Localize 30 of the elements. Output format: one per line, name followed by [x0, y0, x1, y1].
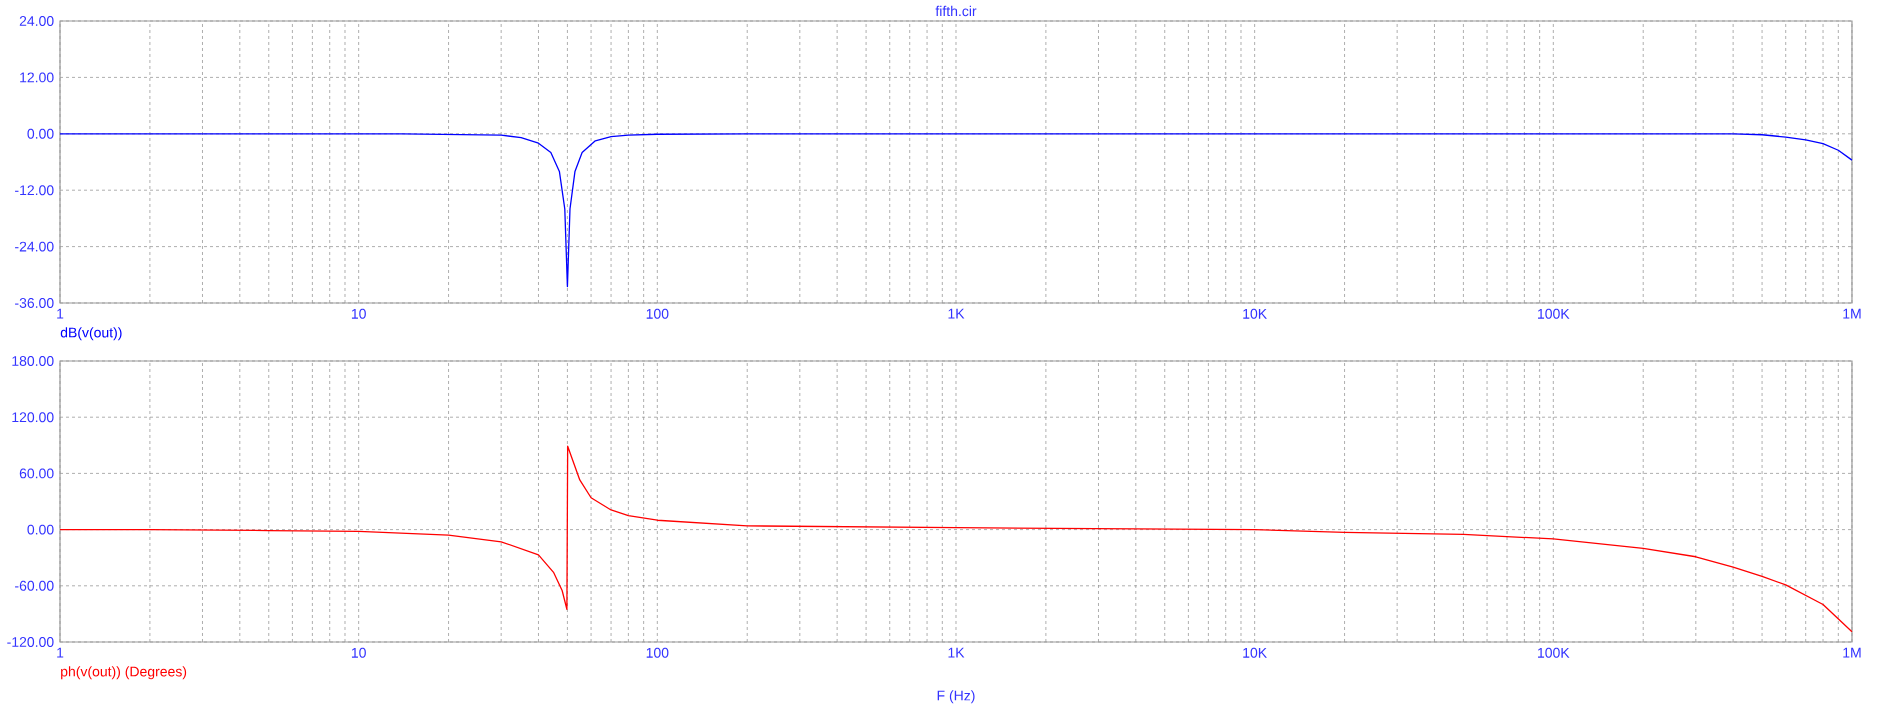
- x-tick-label: 1K: [948, 647, 965, 658]
- y-tick-label: 60.00: [19, 468, 54, 479]
- x-tick-label: 10K: [1243, 647, 1267, 658]
- x-tick-label: 1M: [1843, 308, 1861, 319]
- x-tick-label: 1: [57, 647, 64, 658]
- x-tick-label: 1M: [1843, 647, 1861, 658]
- y-tick-label: -12.00: [15, 185, 54, 196]
- x-tick-label: 10: [351, 647, 366, 658]
- x-tick-label: 10: [351, 308, 366, 319]
- y-tick-label: 0.00: [27, 128, 54, 139]
- x-tick-label: 100K: [1538, 647, 1570, 658]
- y-tick-label: -36.00: [15, 298, 54, 308]
- chart-title: fifth.cir: [935, 5, 977, 17]
- y-tick-label: 0.00: [27, 524, 54, 535]
- text: dB(v(out)): [60, 327, 122, 341]
- y-tick-label: -60.00: [15, 580, 54, 591]
- x-tick-label: 100: [646, 308, 669, 319]
- text: ph(v(out)) (Degrees): [61, 666, 187, 680]
- x-tick-label: 1K: [948, 308, 965, 319]
- y-tick-label: -120.00: [7, 637, 54, 647]
- x-tick-label: 1: [57, 308, 64, 319]
- x-tick-label: 100: [646, 647, 669, 658]
- y-tick-label: 120.00: [12, 412, 54, 423]
- x-tick-label: 10K: [1243, 308, 1267, 319]
- y-tick-label: -24.00: [15, 241, 54, 252]
- x-tick-label: 100K: [1538, 308, 1570, 319]
- x-axis-title: F (Hz): [937, 690, 975, 704]
- y-tick-label: 12.00: [20, 72, 54, 83]
- y-tick-label: 24.00: [19, 16, 54, 26]
- y-tick-label: 180.00: [12, 356, 54, 366]
